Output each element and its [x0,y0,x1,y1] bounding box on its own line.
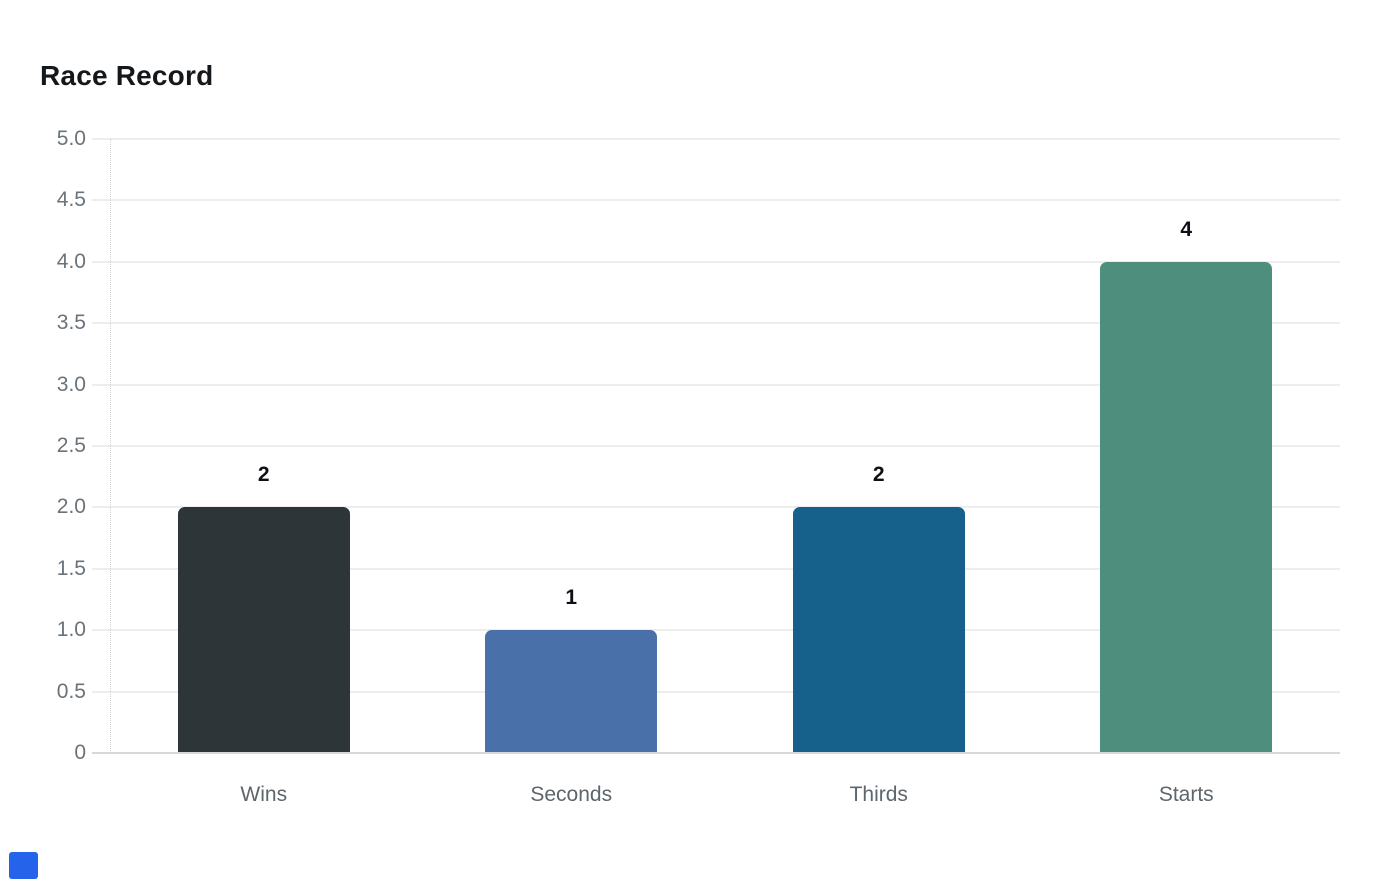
x-tick-label: Thirds [849,783,908,806]
gridline [92,260,1340,263]
y-tick-label: 2.5 [56,434,86,457]
gridline [92,690,1340,693]
y-tick-label: 1.5 [56,556,86,580]
y-tick-label: 3.0 [56,372,86,396]
gridline [92,445,1340,447]
gridline [92,138,1340,140]
y-tick-label: 5.0 [56,127,86,150]
bar-value-label: 2 [872,463,885,487]
gridline [92,506,1340,509]
bar-value-label: 1 [565,586,578,610]
x-tick-label: Wins [240,783,288,806]
blue-square-marker [9,852,38,879]
bar-value-label: 2 [257,463,270,487]
chart-title: Race Record [40,60,214,91]
x-axis-line [92,752,1340,754]
gridline [92,629,1340,632]
y-tick-label: 2.0 [56,495,86,519]
bar-seconds [485,630,658,753]
x-tick-label: Seconds [530,783,613,806]
y-tick-label: 3.5 [56,311,86,335]
gridline [92,383,1340,386]
y-tick-label: 4.0 [56,249,86,273]
y-tick-label: 0.5 [56,679,86,703]
y-axis-line [110,139,111,753]
bar-thirds [792,507,965,753]
bar-value-label: 4 [1180,217,1193,241]
gridline [92,567,1340,570]
bar-starts [1100,261,1273,753]
y-tick-label: 4.5 [56,188,86,212]
x-tick-label: Starts [1158,783,1214,806]
gridline [92,322,1340,325]
y-tick-label: 1.0 [56,618,86,642]
y-tick-label: 0 [74,741,86,764]
gridline [92,199,1340,202]
bar-wins [177,507,350,753]
